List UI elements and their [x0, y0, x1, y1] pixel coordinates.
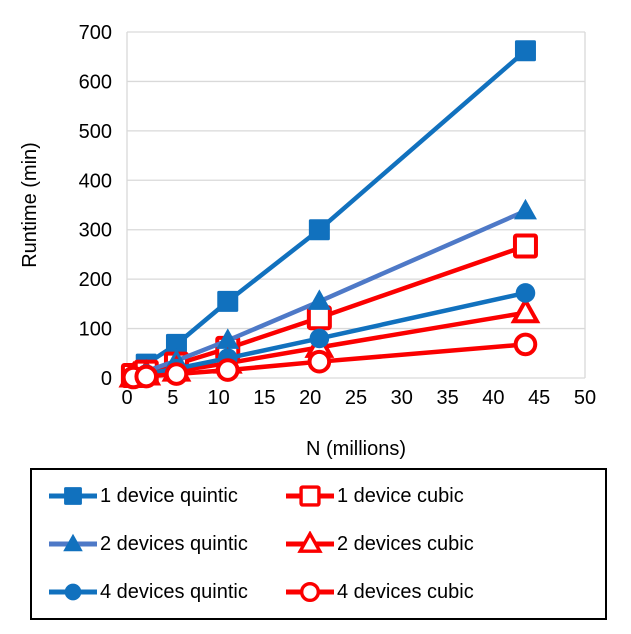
marker-circle-solid-icon: [515, 283, 536, 303]
x-tick-label: 50: [574, 387, 596, 409]
marker-triangle-open-icon: [297, 531, 323, 553]
legend-label: 1 device quintic: [100, 485, 238, 507]
legend-key-2-devices-cubic: [286, 531, 334, 553]
marker-square-open-icon: [512, 233, 538, 259]
legend-label: 4 devices quintic: [100, 581, 248, 603]
legend-key-4-devices-quintic: [49, 583, 97, 601]
x-tick-label: 30: [391, 387, 413, 409]
y-tick-label: 600: [79, 71, 112, 93]
legend-key-1-device-cubic: [286, 485, 334, 507]
x-tick-label: 35: [436, 387, 458, 409]
marker-square-open-icon: [299, 485, 321, 507]
marker-circle-open-icon: [215, 358, 240, 382]
legend-item-4-devices-quintic: 4 devices quintic: [49, 579, 286, 605]
marker-square-solid-icon: [308, 219, 330, 241]
legend-item-2-devices-quintic: 2 devices quintic: [49, 531, 286, 557]
marker-square-solid-icon: [64, 487, 82, 505]
x-axis-title: N (millions): [306, 438, 406, 460]
x-tick-label: 45: [528, 387, 550, 409]
legend-key-1-device-quintic: [49, 487, 97, 505]
legend-key-2-devices-quintic: [49, 533, 97, 552]
y-tick-label: 500: [79, 121, 112, 143]
marker-circle-solid-icon: [64, 583, 82, 601]
marker-circle-open-icon: [164, 362, 189, 386]
x-tick-label: 5: [167, 387, 178, 409]
marker-circle-solid-icon: [309, 328, 330, 349]
marker-circle-open-icon: [134, 364, 159, 389]
marker-triangle-solid-icon: [307, 289, 331, 310]
x-tick-label: 25: [345, 387, 367, 409]
y-tick-label: 200: [79, 269, 112, 291]
y-axis-title: Runtime (min): [19, 142, 41, 268]
legend: 1 device quintic 1 device cubic 2 devices …: [30, 468, 607, 620]
series-4-devices-cubic: [121, 332, 538, 390]
marker-circle-open-icon: [513, 332, 538, 357]
y-tick-label: 0: [101, 368, 112, 390]
y-tick-label: 100: [79, 319, 112, 341]
plot-area: 0 100 200 300 400 500 600 700 0 5 10 15 20 25 30 35 40 45…: [19, 22, 597, 460]
marker-triangle-solid-icon: [63, 533, 83, 552]
marker-circle-open-icon: [307, 349, 332, 374]
marker-triangle-open-icon: [510, 296, 541, 324]
x-tick-label: 15: [253, 387, 275, 409]
x-tick-label: 10: [207, 387, 229, 409]
x-tick-label: 40: [482, 387, 504, 409]
y-tick-label: 400: [79, 170, 112, 192]
marker-square-solid-icon: [217, 290, 239, 312]
legend-item-4-devices-cubic: 4 devices cubic: [286, 579, 605, 605]
legend-label: 2 devices cubic: [337, 533, 474, 555]
legend-item-1-device-cubic: 1 device cubic: [286, 483, 605, 509]
legend-item-2-devices-cubic: 2 devices cubic: [286, 531, 605, 557]
marker-square-solid-icon: [514, 40, 536, 62]
legend-label: 2 devices quintic: [100, 533, 248, 555]
gridlines: [126, 31, 586, 379]
y-tick-label: 700: [79, 22, 112, 44]
axis-tick-labels: 0 100 200 300 400 500 600 700 0 5 10 15 20 25 30 35 40 45…: [79, 22, 597, 409]
legend-item-1-device-quintic: 1 device quintic: [49, 483, 286, 509]
marker-square-open-icon: [306, 305, 332, 331]
marker-triangle-solid-icon: [513, 198, 537, 220]
legend-label: 4 devices cubic: [337, 581, 474, 603]
series-container: [118, 40, 541, 390]
x-tick-label: 20: [299, 387, 321, 409]
series-1-device-quintic: [122, 40, 536, 385]
marker-triangle-solid-icon: [216, 328, 240, 349]
marker-square-solid-icon: [165, 333, 187, 355]
legend-label: 1 device cubic: [337, 485, 464, 507]
x-tick-label: 0: [121, 387, 132, 409]
marker-circle-open-icon: [299, 581, 321, 603]
legend-key-4-devices-cubic: [286, 581, 334, 603]
y-tick-label: 300: [79, 220, 112, 242]
